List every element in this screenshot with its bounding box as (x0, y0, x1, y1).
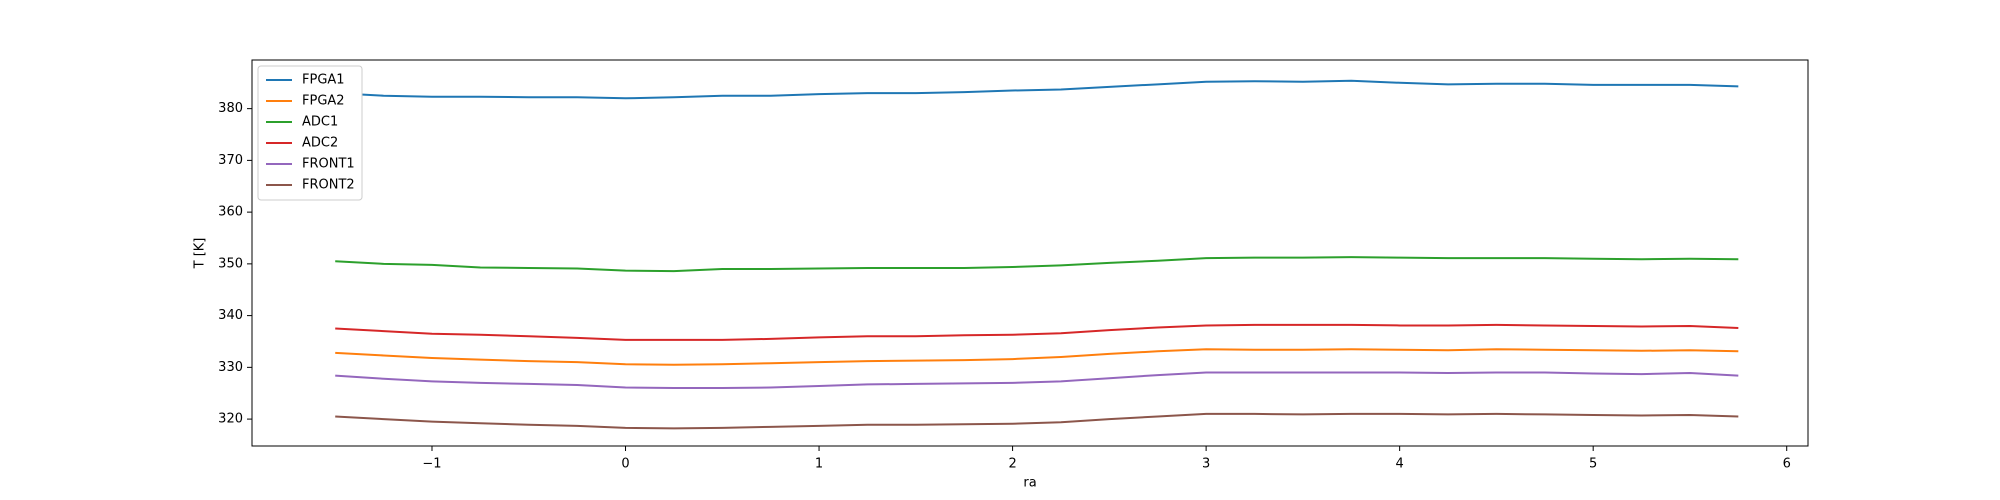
series-line (335, 371, 1739, 390)
legend-label: FPGA2 (302, 94, 345, 109)
series-line (335, 412, 1739, 430)
x-tick-label: 0 (621, 457, 629, 472)
x-axis-label: ra (1023, 476, 1036, 491)
series-line (335, 348, 1739, 366)
x-tick-label: 3 (1202, 457, 1210, 472)
y-tick-label: 370 (218, 153, 243, 168)
x-tick-label: 2 (1008, 457, 1016, 472)
x-tick-label: 4 (1396, 457, 1404, 472)
series-line (335, 323, 1739, 341)
x-tick-label: 6 (1783, 457, 1791, 472)
plot-frame (251, 59, 1809, 447)
y-tick-label: 380 (218, 101, 243, 116)
x-tick-label: −1 (422, 457, 441, 472)
y-tick-label: 360 (218, 205, 243, 220)
legend-label: FPGA1 (302, 73, 345, 88)
series-line (335, 79, 1739, 100)
legend-label: FRONT2 (302, 178, 355, 193)
y-tick-label: 320 (218, 412, 243, 427)
legend-label: ADC2 (302, 136, 338, 151)
y-tick-label: 330 (218, 360, 243, 375)
legend-label: FRONT1 (302, 157, 355, 172)
series-line (335, 256, 1739, 273)
legend-label: ADC1 (302, 115, 338, 130)
y-axis-label: T [K] (193, 238, 208, 270)
legend-box (257, 65, 363, 201)
x-tick-label: 1 (815, 457, 823, 472)
y-tick-label: 340 (218, 308, 243, 323)
x-tick-label: 5 (1589, 457, 1597, 472)
legend: FPGA1 FPGA2 ADC1 ADC2 FRONT1 FRONT2 (257, 65, 363, 201)
y-tick-label: 350 (218, 256, 243, 271)
